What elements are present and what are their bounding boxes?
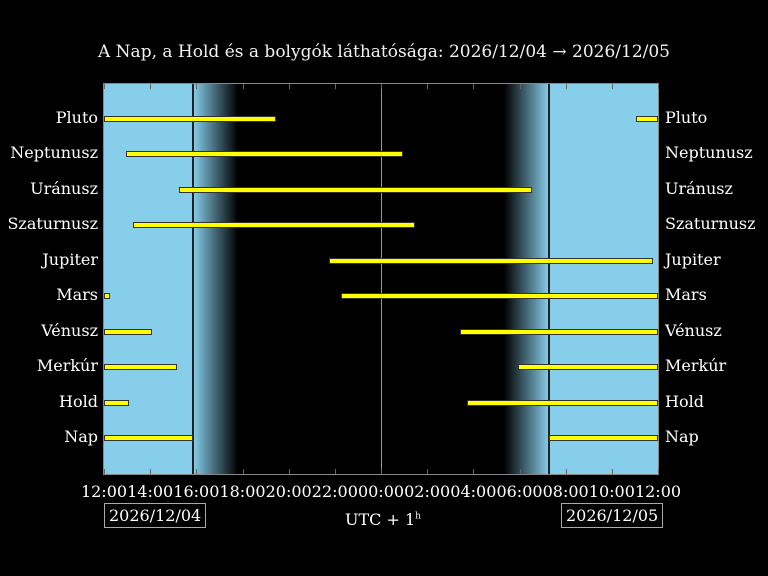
- row-label-right: Uránusz: [665, 179, 733, 198]
- x-tick-mark: [658, 84, 659, 89]
- x-tick-mark: [427, 84, 429, 89]
- x-tick-mark: [104, 84, 105, 89]
- row-label-right: Pluto: [665, 108, 708, 127]
- row-label-left: Jupiter: [42, 250, 98, 269]
- visibility-bar: [341, 293, 658, 299]
- visibility-bar: [104, 293, 110, 299]
- dusk-twilight: [193, 84, 238, 474]
- x-tick-mark: [473, 469, 475, 474]
- timezone-label: UTC + 1h: [345, 510, 421, 529]
- x-tick-mark: [519, 84, 521, 89]
- daylight-region-left: [104, 84, 193, 474]
- x-tick-label: 10:00: [588, 482, 635, 501]
- x-tick-mark: [104, 469, 105, 474]
- x-tick-mark: [196, 84, 198, 89]
- visibility-bar: [133, 222, 415, 228]
- row-label-right: Hold: [665, 392, 704, 411]
- x-tick-label: 06:00: [496, 482, 543, 501]
- visibility-bar: [104, 400, 129, 406]
- daylight-region-right: [549, 84, 658, 474]
- row-label-left: Vénusz: [41, 321, 98, 340]
- plot-area: [103, 83, 659, 475]
- x-tick-mark: [427, 469, 429, 474]
- x-tick-mark: [473, 84, 475, 89]
- row-label-right: Mars: [665, 285, 707, 304]
- visibility-bar: [104, 116, 276, 122]
- row-label-left: Neptunusz: [10, 143, 98, 162]
- visibility-bar: [549, 435, 658, 441]
- x-tick-mark: [519, 469, 521, 474]
- row-label-right: Vénusz: [665, 321, 722, 340]
- x-tick-label: 20:00: [265, 482, 312, 501]
- x-tick-label: 00:00: [357, 482, 405, 501]
- x-tick-mark: [565, 469, 567, 474]
- visibility-bar: [179, 187, 532, 193]
- sunset-line: [192, 84, 194, 474]
- x-tick-label: 12:00: [634, 482, 682, 501]
- x-tick-mark: [334, 84, 336, 89]
- x-tick-label: 22:00: [311, 482, 358, 501]
- visibility-bar: [636, 116, 658, 122]
- row-label-left: Uránusz: [30, 179, 98, 198]
- midnight-line: [381, 84, 382, 474]
- x-tick-mark: [196, 469, 198, 474]
- row-label-left: Mars: [56, 285, 98, 304]
- row-label-right: Neptunusz: [665, 143, 753, 162]
- visibility-bar: [104, 329, 152, 335]
- x-tick-label: 14:00: [127, 482, 174, 501]
- row-label-left: Nap: [64, 427, 98, 446]
- sunrise-line: [548, 84, 550, 474]
- x-tick-mark: [658, 469, 659, 474]
- x-tick-mark: [150, 469, 152, 474]
- row-label-right: Merkúr: [665, 356, 727, 375]
- x-tick-mark: [242, 469, 244, 474]
- dawn-twilight: [504, 84, 549, 474]
- row-label-right: Jupiter: [665, 250, 721, 269]
- x-tick-label: 02:00: [404, 482, 451, 501]
- x-tick-mark: [565, 84, 567, 89]
- visibility-bar: [126, 151, 403, 157]
- chart-title: A Nap, a Hold és a bolygók láthatósága: …: [98, 42, 670, 62]
- x-tick-mark: [381, 469, 382, 474]
- date-left-box: 2026/12/04: [104, 503, 207, 528]
- visibility-bar: [104, 435, 193, 441]
- row-label-right: Nap: [665, 427, 699, 446]
- x-tick-mark: [381, 84, 382, 89]
- row-label-right: Szaturnusz: [665, 214, 756, 233]
- x-tick-mark: [334, 469, 336, 474]
- x-tick-label: 04:00: [450, 482, 497, 501]
- x-tick-mark: [242, 84, 244, 89]
- visibility-bar: [518, 364, 658, 370]
- x-tick-label: 12:00: [80, 482, 128, 501]
- x-tick-mark: [611, 469, 613, 474]
- visibility-bar: [104, 364, 177, 370]
- row-label-left: Hold: [59, 392, 98, 411]
- row-label-left: Szaturnusz: [7, 214, 98, 233]
- visibility-bar: [329, 258, 653, 264]
- x-tick-mark: [150, 84, 152, 89]
- x-tick-label: 18:00: [219, 482, 266, 501]
- x-tick-mark: [288, 84, 290, 89]
- x-tick-mark: [611, 84, 613, 89]
- row-label-left: Pluto: [55, 108, 98, 127]
- visibility-bar: [460, 329, 658, 335]
- date-right-box: 2026/12/05: [561, 503, 664, 528]
- row-label-left: Merkúr: [36, 356, 98, 375]
- x-tick-label: 16:00: [173, 482, 220, 501]
- x-tick-mark: [288, 469, 290, 474]
- visibility-bar: [467, 400, 658, 406]
- x-tick-label: 08:00: [542, 482, 589, 501]
